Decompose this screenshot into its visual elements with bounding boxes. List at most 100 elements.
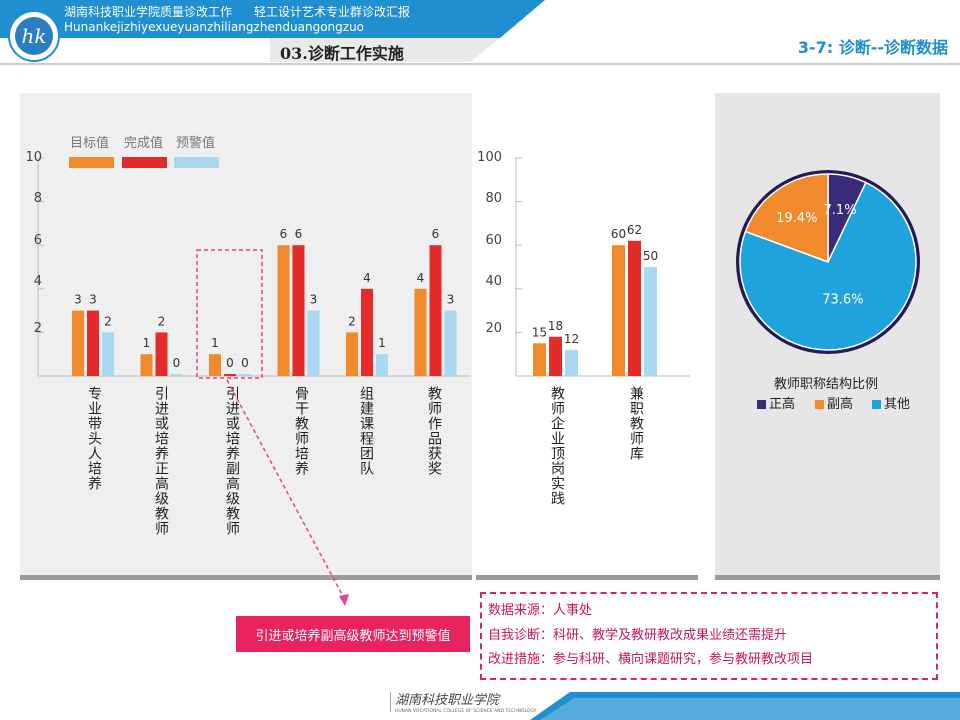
- bar-value-label: 4: [363, 271, 371, 285]
- right-panel-bottom-rule: [715, 575, 940, 580]
- y-tick: 4: [33, 274, 42, 289]
- pie-title: 教师职称结构比例: [774, 377, 879, 392]
- bar-预警值: [644, 267, 657, 376]
- category-label: 专业带头人培养: [86, 386, 102, 491]
- category-label: 兼职教师库: [628, 386, 644, 461]
- bar-value-label: 3: [310, 293, 318, 307]
- warning-callout: 引进或培养副高级教师达到预警值: [236, 616, 470, 652]
- title-structure-pie-chart: 7.1% 19.4% 73.6%: [736, 170, 920, 354]
- legend-target-label: 目标值: [70, 136, 110, 151]
- bar-目标值: [612, 245, 625, 376]
- bar-value-label: 3: [89, 293, 97, 307]
- y-tick: 20: [485, 321, 502, 336]
- bar-value-label: 3: [447, 293, 455, 307]
- bar-预警值: [444, 310, 457, 376]
- category-label: 教师企业顶岗实践: [549, 386, 565, 506]
- bar-value-label: 1: [211, 336, 219, 350]
- legend-warn-swatch: [174, 157, 219, 168]
- legend-warn-label: 预警值: [176, 136, 216, 151]
- legend-target-swatch: [69, 157, 114, 168]
- highlight-box: [196, 249, 263, 379]
- header-banner: [0, 0, 960, 65]
- bar-value-label: 12: [564, 332, 579, 346]
- svg-text:hk: hk: [22, 24, 47, 48]
- pie-legend-fugao: 副高: [815, 393, 853, 412]
- section-title: 03.诊断工作实施: [280, 44, 404, 63]
- bar-预警值: [307, 310, 320, 376]
- callout-arrow-line: [226, 379, 346, 601]
- bar-预警值: [565, 349, 578, 376]
- y-tick: 10: [25, 150, 42, 165]
- bar-value-label: 2: [348, 314, 356, 328]
- y-tick: 6: [33, 233, 42, 248]
- pie-slice-label: 7.1%: [824, 203, 857, 218]
- category-label: 引进或培养正高级教师: [153, 386, 169, 536]
- bar-value-label: 0: [226, 356, 234, 370]
- callout-arrow-head: [339, 594, 349, 606]
- middle-chart-panel: [476, 93, 698, 575]
- bar-value-label: 3: [74, 293, 82, 307]
- footer-decoration: [530, 692, 960, 720]
- pie-slice-副高: [744, 173, 829, 264]
- bar-value-label: 62: [627, 223, 642, 237]
- y-tick: 8: [33, 191, 42, 206]
- y-tick: 2: [33, 321, 42, 336]
- bar-value-label: 1: [378, 336, 386, 350]
- bar-value-label: 50: [643, 249, 658, 263]
- bar-value-label: 0: [173, 356, 181, 370]
- pie-slice-label: 19.4%: [776, 211, 817, 226]
- category-label: 引进或培养副高级教师: [224, 386, 240, 536]
- bar-预警值: [102, 332, 114, 376]
- category-label: 教师作品获奖: [426, 386, 442, 476]
- bar-完成值: [361, 288, 373, 376]
- bar-目标值: [209, 354, 221, 376]
- bar-value-label: 6: [280, 227, 288, 241]
- bar-完成值: [87, 310, 99, 376]
- y-tick: 100: [477, 150, 502, 165]
- middle-panel-bottom-rule: [476, 575, 698, 580]
- bar-目标值: [346, 332, 358, 376]
- bar-预警值: [239, 374, 251, 376]
- legend-done-label: 完成值: [124, 136, 164, 151]
- bar-value-label: 6: [432, 227, 440, 241]
- bar-完成值: [224, 374, 236, 376]
- legend-done-swatch: [122, 157, 167, 168]
- bar-目标值: [72, 310, 84, 376]
- pie-slice-label: 73.6%: [822, 293, 863, 308]
- left-panel-bottom-rule: [20, 575, 472, 580]
- bar-目标值: [414, 288, 427, 376]
- bar-完成值: [155, 332, 168, 376]
- bar-完成值: [549, 336, 562, 376]
- school-logo-icon: hk: [8, 10, 60, 62]
- bar-预警值: [376, 354, 388, 376]
- info-source: 数据来源：人事处: [488, 603, 593, 618]
- header-subtitle: 轻工设计艺术专业群诊改汇报: [254, 5, 411, 19]
- bar-value-label: 18: [548, 319, 563, 333]
- y-tick: 60: [485, 233, 502, 248]
- bar-value-label: 15: [532, 325, 547, 339]
- bar-目标值: [277, 245, 290, 376]
- header-pinyin: Hunankejizhiyexueyuanzhiliangzhenduangon…: [64, 20, 365, 34]
- bar-完成值: [429, 245, 442, 376]
- bar-value-label: 6: [295, 227, 303, 241]
- page-label: 3-7: 诊断--诊断数据: [797, 38, 948, 57]
- y-tick: 80: [485, 191, 502, 206]
- bar-value-label: 2: [158, 314, 166, 328]
- svg-text:HUNAN VOCATIONAL COLLEGE OF SC: HUNAN VOCATIONAL COLLEGE OF SCIENCE AND …: [395, 708, 537, 714]
- bar-完成值: [292, 245, 305, 376]
- highlight-overlay: [196, 249, 349, 606]
- pie-slice-其他: [739, 181, 917, 351]
- pie-legend-zhenggao: 正高: [757, 393, 795, 412]
- bar-value-label: 1: [143, 336, 151, 350]
- info-measures: 改进措施：参与科研、横向课题研究，参与教研教改项目: [488, 652, 814, 667]
- svg-text:湖南科技职业学院: 湖南科技职业学院: [395, 692, 501, 708]
- bar-目标值: [140, 354, 153, 376]
- bar-value-label: 4: [417, 271, 425, 285]
- bar-value-label: 0: [241, 356, 249, 370]
- pie-legend-qita: 其他: [872, 393, 910, 412]
- bar-完成值: [628, 240, 641, 376]
- footer-school-logo-icon: 湖南科技职业学院 HUNAN VOCATIONAL COLLEGE OF SCI…: [390, 692, 537, 714]
- y-tick: 40: [485, 274, 502, 289]
